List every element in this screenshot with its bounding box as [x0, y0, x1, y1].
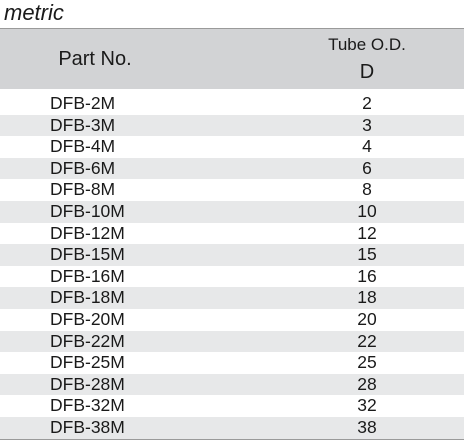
table-row: DFB-25M 25 [0, 352, 464, 374]
table-body: DFB-2M 2 DFB-3M 3 DFB-4M 4 DFB-6M 6 DFB-8M 8 DFB-1… [0, 93, 464, 439]
table-row: DFB-22M 22 [0, 330, 464, 353]
table-row: DFB-2M 2 [0, 93, 464, 115]
table-row: DFB-16M 16 [0, 266, 464, 288]
table-row: DFB-20M 20 [0, 309, 464, 331]
tube-od-cell: 15 [357, 244, 377, 265]
part-number-cell: DFB-6M [50, 157, 116, 178]
part-number-cell: DFB-38M [50, 416, 125, 437]
table-row: DFB-28M 28 [0, 373, 464, 396]
tube-od-cell: 38 [357, 416, 377, 437]
table-header: Part No. Tube O.D. D [0, 28, 464, 89]
part-number-cell: DFB-25M [50, 352, 125, 373]
tube-od-cell: 32 [357, 395, 377, 416]
table-caption: metric [4, 0, 64, 25]
table-row: DFB-6M 6 [0, 157, 464, 180]
header-part-no: Part No. [58, 48, 132, 70]
table-row: DFB-15M 15 [0, 244, 464, 266]
tube-od-cell: 12 [357, 222, 377, 243]
part-number-cell: DFB-16M [50, 265, 125, 286]
tube-od-cell: 25 [357, 352, 377, 373]
tube-od-cell: 2 [362, 93, 372, 113]
part-number-cell: DFB-22M [50, 330, 125, 351]
part-number-cell: DFB-10M [50, 200, 125, 221]
tube-od-cell: 8 [362, 179, 372, 200]
part-number-cell: DFB-3M [50, 114, 116, 135]
tube-od-cell: 16 [357, 265, 377, 286]
tube-od-cell: 28 [357, 373, 377, 394]
tube-od-cell: 3 [362, 114, 372, 135]
part-number-cell: DFB-2M [50, 93, 116, 113]
tube-od-cell: 20 [357, 308, 377, 329]
table-row: DFB-32M 32 [0, 395, 464, 417]
part-number-cell: DFB-12M [50, 222, 125, 243]
table-row: DFB-18M 18 [0, 287, 464, 309]
part-number-cell: DFB-20M [50, 308, 125, 329]
tube-od-cell: 10 [357, 200, 377, 221]
tube-od-cell: 6 [362, 157, 372, 178]
table-row: DFB-10M 10 [0, 200, 464, 223]
tube-od-cell: 22 [357, 330, 377, 351]
table-row: DFB-4M 4 [0, 136, 464, 158]
table-row: DFB-3M 3 [0, 114, 464, 137]
table-bottom-rule [0, 438, 464, 440]
part-number-cell: DFB-18M [50, 287, 125, 308]
part-number-cell: DFB-28M [50, 373, 125, 394]
tube-od-cell: 4 [362, 136, 372, 157]
table-row: DFB-38M 38 [0, 416, 464, 439]
part-number-cell: DFB-8M [50, 179, 116, 200]
header-tube-od: Tube O.D. D [270, 29, 464, 89]
header-tube-od-symbol: D [359, 61, 375, 83]
tube-od-cell: 18 [357, 287, 377, 308]
part-number-cell: DFB-32M [50, 395, 125, 416]
part-number-cell: DFB-15M [50, 244, 125, 265]
part-number-cell: DFB-4M [50, 136, 116, 157]
table-row: DFB-8M 8 [0, 179, 464, 201]
table-row: DFB-12M 12 [0, 223, 464, 245]
header-tube-od-label: Tube O.D. [328, 35, 406, 54]
parts-table: Part No. Tube O.D. D DFB-2M 2 DFB-3M 3 DFB-4… [0, 28, 464, 440]
